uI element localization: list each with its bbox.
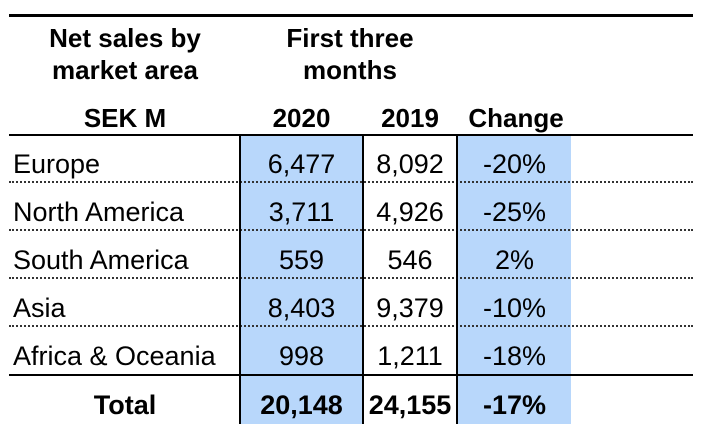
row-label: Europe <box>13 149 101 179</box>
area-title-line2: market area <box>52 55 198 85</box>
row-divider <box>9 229 693 231</box>
highlight-2020-column <box>241 136 362 424</box>
value-2020: 8,403 <box>267 293 336 323</box>
column-divider <box>456 136 458 424</box>
column-header-2019: 2019 <box>381 103 439 133</box>
total-rule <box>9 374 693 376</box>
unit-label: SEK M <box>83 103 167 133</box>
row-divider <box>9 325 693 327</box>
row-divider <box>9 277 693 279</box>
highlight-change-column <box>458 136 571 424</box>
value-change: -25% <box>482 197 547 227</box>
table-top-rule <box>9 14 693 17</box>
row-label: North America <box>13 197 185 227</box>
value-2019: 9,379 <box>376 293 444 323</box>
row-label: South America <box>13 245 189 275</box>
row-label: Asia <box>13 293 66 323</box>
column-divider <box>239 136 241 424</box>
value-change: -18% <box>482 341 547 371</box>
row-label: Africa & Oceania <box>13 341 216 371</box>
area-title-line1: Net sales by <box>49 23 201 53</box>
total-label: Total <box>93 390 157 420</box>
total-2019: 24,155 <box>368 390 452 420</box>
value-2019: 4,926 <box>376 197 444 227</box>
row-divider <box>9 181 693 183</box>
total-change: -17% <box>482 390 547 420</box>
value-2020: 6,477 <box>267 149 336 179</box>
total-2020: 20,148 <box>260 390 343 420</box>
value-change: 2% <box>494 245 535 275</box>
column-divider <box>362 136 364 424</box>
value-2019: 8,092 <box>376 149 444 179</box>
header-rule <box>9 134 693 136</box>
column-header-2020: 2020 <box>272 103 331 133</box>
value-2020: 559 <box>278 245 325 275</box>
value-change: -20% <box>482 149 547 179</box>
value-2019: 1,211 <box>377 341 443 371</box>
period-title-line2: months <box>303 55 397 85</box>
value-2019: 546 <box>387 245 433 275</box>
value-2020: 3,711 <box>268 197 335 227</box>
value-2020: 998 <box>278 341 325 371</box>
column-header-change: Change <box>468 103 564 133</box>
value-change: -10% <box>482 293 547 323</box>
period-title-line1: First three <box>286 23 414 53</box>
